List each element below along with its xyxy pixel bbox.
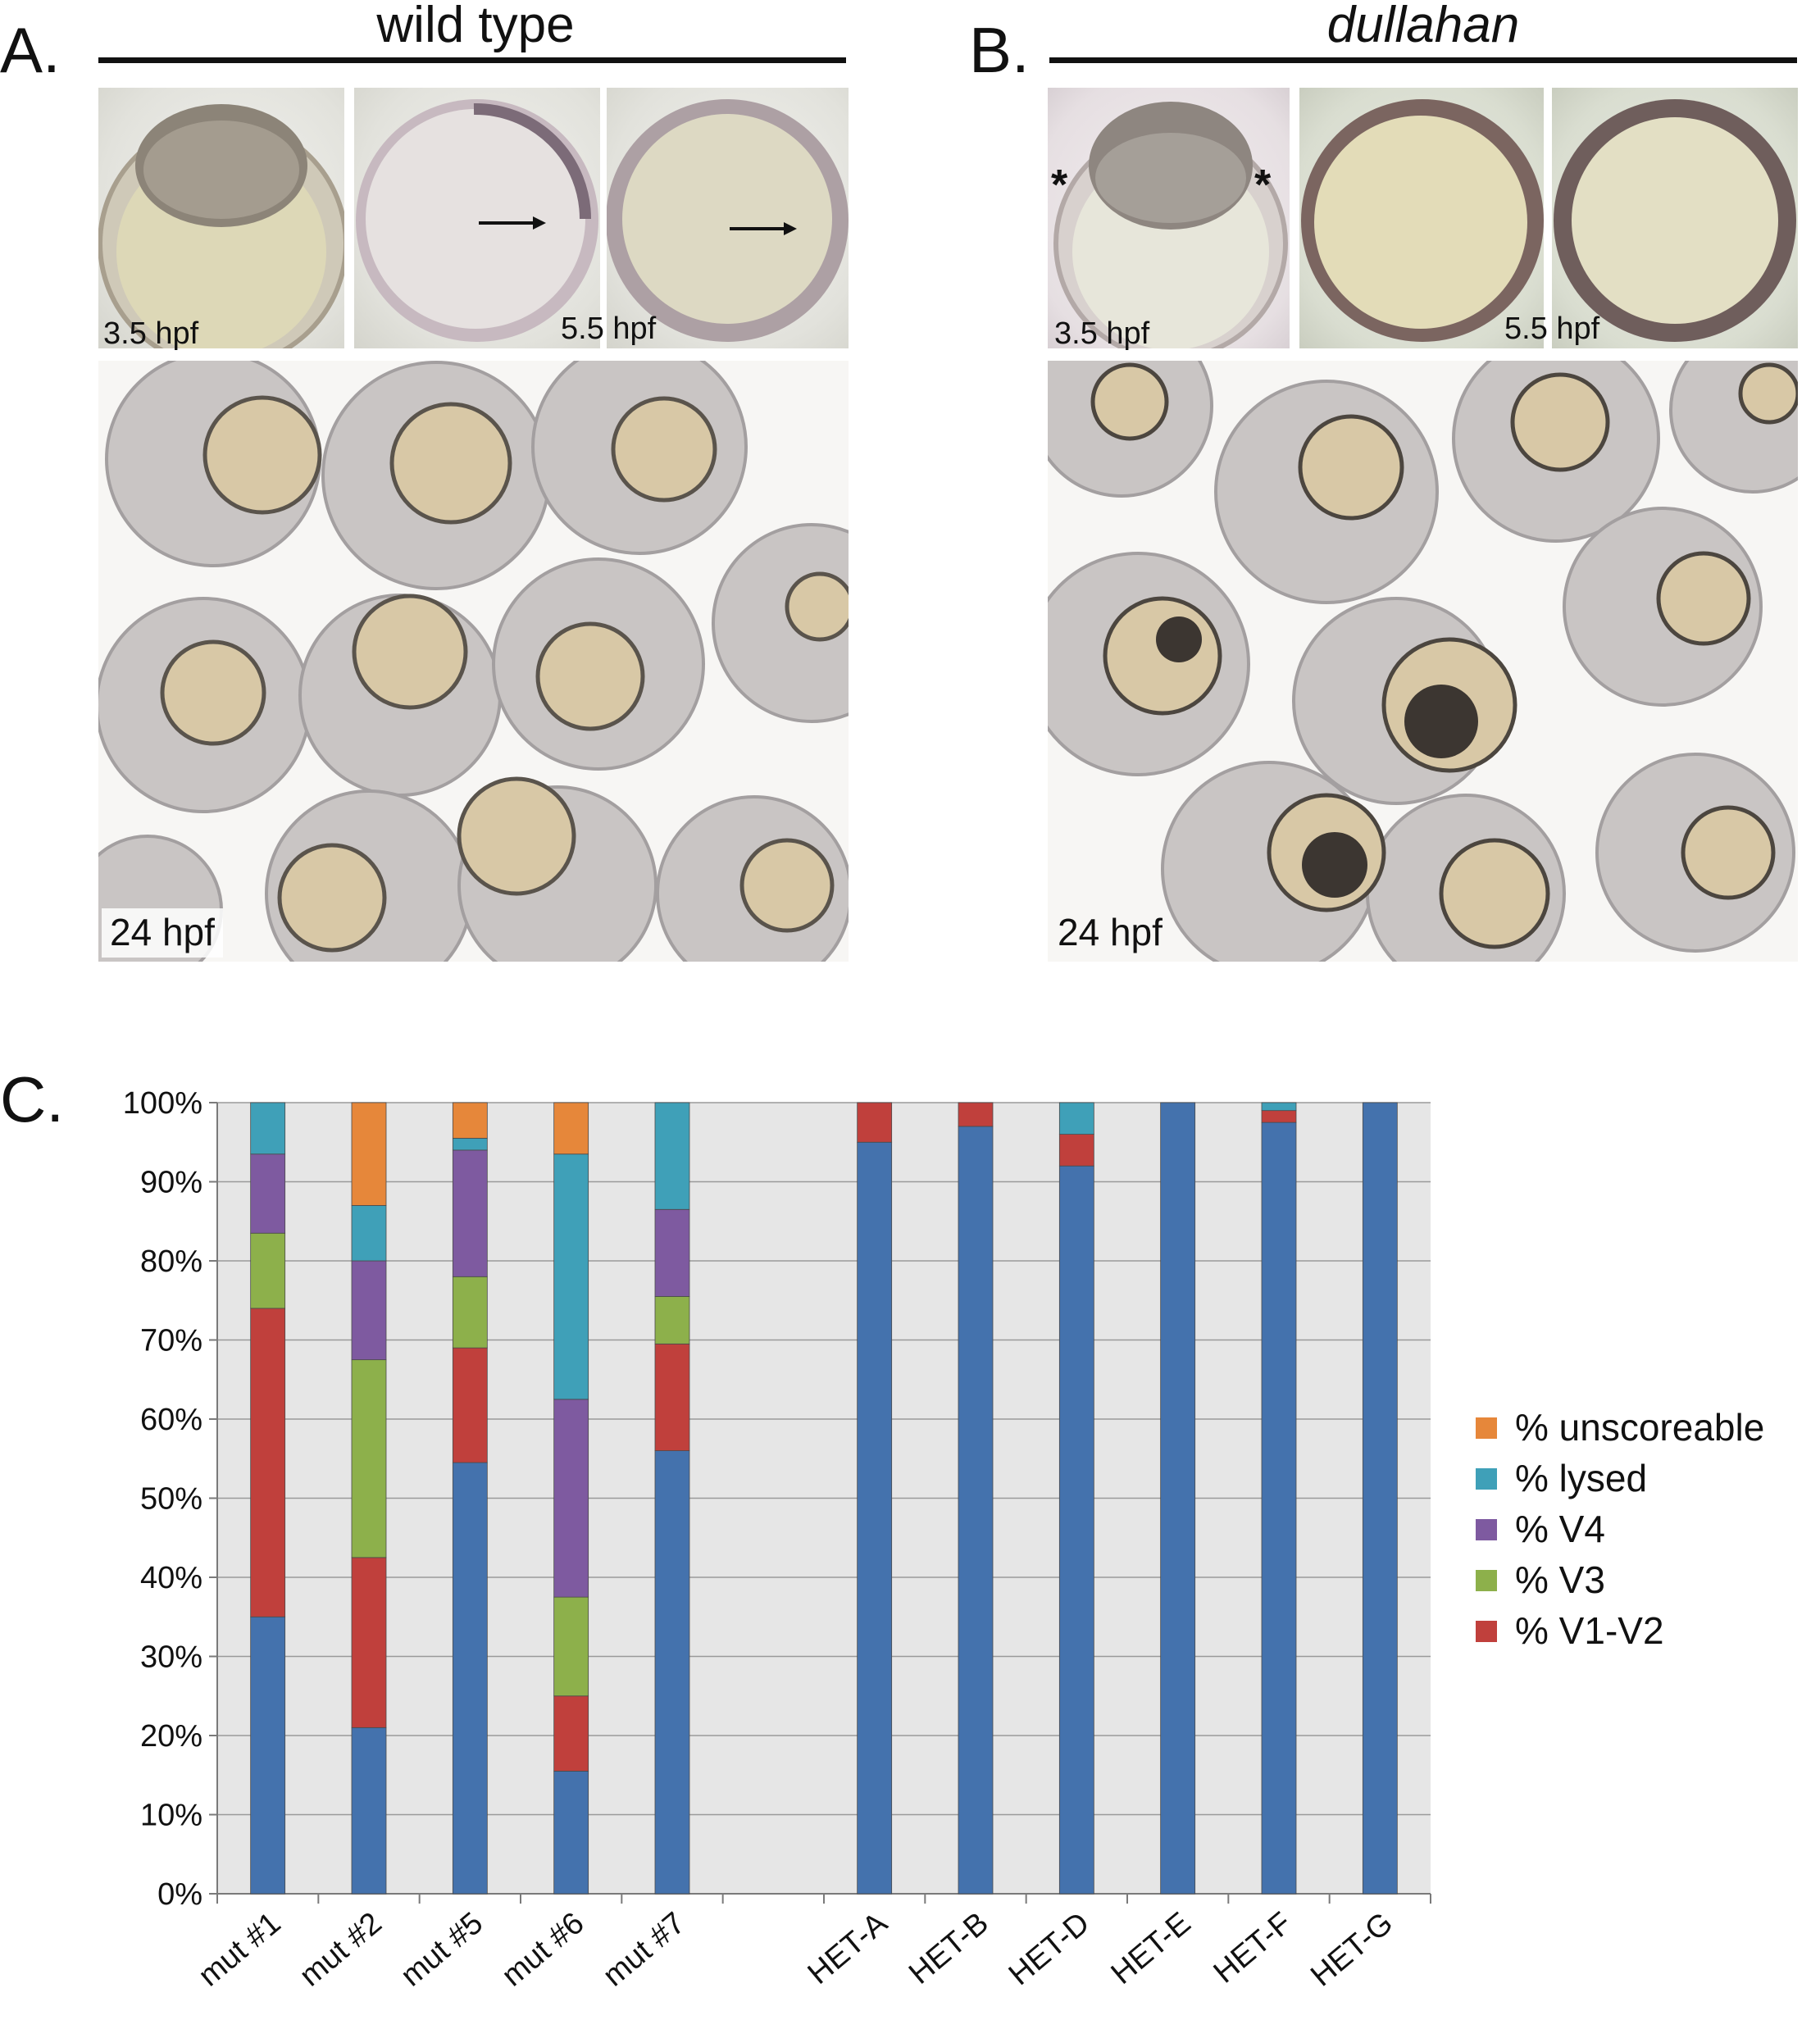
y-tick-label: 100% bbox=[123, 1086, 202, 1121]
dullahan-5-5hpf-animal-photo bbox=[1552, 88, 1798, 348]
panel-b-label-24hpf: 24 hpf bbox=[1058, 911, 1163, 953]
legend-label: % unscoreable bbox=[1515, 1406, 1765, 1449]
wildtype-3-5hpf-photo bbox=[98, 88, 344, 348]
bar-segment-lysed bbox=[250, 1102, 286, 1155]
bar-segment-lysed bbox=[351, 1205, 387, 1262]
bar-segment-v4 bbox=[553, 1399, 589, 1598]
bar-segment-normal bbox=[857, 1141, 893, 1895]
bar-segment-v1-v2 bbox=[250, 1308, 286, 1617]
panel-b-letter: B. bbox=[969, 14, 1030, 86]
x-tick-label: mut #6 bbox=[495, 1906, 590, 1994]
dullahan-24hpf-photo bbox=[1048, 361, 1798, 962]
bar-segment-lysed bbox=[452, 1138, 488, 1151]
y-tick-label: 60% bbox=[140, 1403, 202, 1437]
bar-segment-normal bbox=[553, 1771, 589, 1895]
bar-segment-v1-v2 bbox=[351, 1557, 387, 1728]
bar-segment-normal bbox=[351, 1727, 387, 1895]
bar-segment-lysed bbox=[553, 1153, 589, 1400]
panel-b-asterisk-left: * bbox=[1051, 162, 1068, 209]
panel-a-label-24hpf: 24 hpf bbox=[102, 908, 223, 958]
bar-segment-unscoreable bbox=[452, 1102, 488, 1139]
wildtype-5-5hpf-lateral-photo bbox=[354, 88, 600, 348]
y-tick-label: 10% bbox=[140, 1799, 202, 1833]
x-tick-label: mut #7 bbox=[597, 1906, 692, 1994]
legend-label: % V1-V2 bbox=[1515, 1609, 1664, 1652]
bar-segment-v4 bbox=[654, 1208, 690, 1297]
x-tick-label: HET-E bbox=[1105, 1906, 1198, 1991]
bar-segment-lysed bbox=[1058, 1102, 1094, 1135]
x-tick-label: mut #1 bbox=[192, 1906, 287, 1994]
y-tick-label: 0% bbox=[157, 1877, 202, 1912]
x-tick-label: HET-D bbox=[1003, 1906, 1096, 1992]
bar-segment-lysed bbox=[654, 1102, 690, 1210]
y-tick-label: 20% bbox=[140, 1719, 202, 1754]
y-tick-label: 50% bbox=[140, 1482, 202, 1517]
bar-segment-normal bbox=[1362, 1102, 1398, 1895]
stacked-bar-chart: 0% 10% 20% 30% 40% 50% 60% 70% 80% 90% 100% mut #1… bbox=[123, 1086, 1431, 1994]
bar-segment-v3 bbox=[654, 1296, 690, 1344]
panel-a-label-5-5hpf: 5.5 hpf bbox=[561, 312, 657, 346]
panel-b-label-3-5hpf: 3.5 hpf bbox=[1054, 316, 1150, 351]
bar-segment-v1-v2 bbox=[553, 1695, 589, 1772]
bar-segment-v1-v2 bbox=[958, 1102, 994, 1127]
wildtype-5-5hpf-animal-photo bbox=[607, 88, 849, 348]
x-tick-label: HET-F bbox=[1208, 1906, 1299, 1990]
bar-segment-unscoreable bbox=[553, 1102, 589, 1155]
panel-a-rule bbox=[98, 57, 846, 63]
bar-segment-normal bbox=[452, 1462, 488, 1895]
x-tick-label: HET-G bbox=[1304, 1906, 1399, 1994]
x-tick-label: HET-B bbox=[903, 1906, 995, 1991]
legend-label: % lysed bbox=[1515, 1457, 1648, 1499]
panel-b-rule bbox=[1049, 57, 1797, 63]
bar-segment-v4 bbox=[250, 1153, 286, 1234]
bar-segment-v1-v2 bbox=[654, 1343, 690, 1452]
bar-segment-v4 bbox=[351, 1260, 387, 1361]
bar-segment-v1-v2 bbox=[1261, 1110, 1297, 1123]
legend-swatch bbox=[1476, 1519, 1497, 1540]
panel-b-asterisk-right: * bbox=[1254, 162, 1272, 209]
bar-segment-v1-v2 bbox=[452, 1347, 488, 1463]
dullahan-5-5hpf-lateral-photo bbox=[1299, 88, 1544, 348]
bar-segment-v3 bbox=[250, 1232, 286, 1309]
bar-segment-normal bbox=[654, 1450, 690, 1895]
legend-swatch bbox=[1476, 1468, 1497, 1490]
x-tick-label: mut #2 bbox=[293, 1906, 389, 1994]
legend-label: % V3 bbox=[1515, 1558, 1605, 1601]
legend-swatch bbox=[1476, 1621, 1497, 1642]
panel-a-title: wild type bbox=[376, 0, 575, 53]
dullahan-3-5hpf-photo bbox=[1048, 88, 1290, 348]
bar-segment-v4 bbox=[452, 1149, 488, 1277]
x-tick-label: HET-A bbox=[802, 1905, 894, 1991]
bar-segment-normal bbox=[1261, 1121, 1297, 1895]
bar-segment-normal bbox=[958, 1126, 994, 1895]
y-tick-label: 70% bbox=[140, 1324, 202, 1358]
legend-swatch bbox=[1476, 1570, 1497, 1591]
y-tick-label: 80% bbox=[140, 1244, 202, 1279]
legend-label: % V4 bbox=[1515, 1508, 1605, 1550]
panel-b-label-5-5hpf: 5.5 hpf bbox=[1504, 312, 1600, 346]
bar-segment-normal bbox=[250, 1616, 286, 1895]
bar-segment-v3 bbox=[553, 1596, 589, 1697]
bar-segment-v3 bbox=[452, 1276, 488, 1349]
panel-c-letter: C. bbox=[0, 1063, 64, 1135]
bar-segment-v3 bbox=[351, 1359, 387, 1558]
panel-a-letter: A. bbox=[0, 14, 61, 86]
bar-segment-unscoreable bbox=[351, 1102, 387, 1206]
y-tick-label: 40% bbox=[140, 1561, 202, 1595]
y-tick-label: 90% bbox=[140, 1166, 202, 1200]
bar-segment-normal bbox=[1058, 1165, 1094, 1895]
bar-segment-v1-v2 bbox=[857, 1102, 893, 1143]
wildtype-24hpf-photo bbox=[98, 361, 849, 962]
panel-b-title: dullahan bbox=[1326, 0, 1520, 53]
bar-segment-normal bbox=[1160, 1102, 1196, 1895]
panel-a-label-3-5hpf: 3.5 hpf bbox=[103, 316, 199, 351]
bar-segment-lysed bbox=[1261, 1102, 1297, 1112]
x-tick-label: mut #5 bbox=[394, 1906, 489, 1994]
y-tick-label: 30% bbox=[140, 1640, 202, 1675]
bar-segment-v1-v2 bbox=[1058, 1134, 1094, 1167]
legend-swatch bbox=[1476, 1417, 1497, 1439]
